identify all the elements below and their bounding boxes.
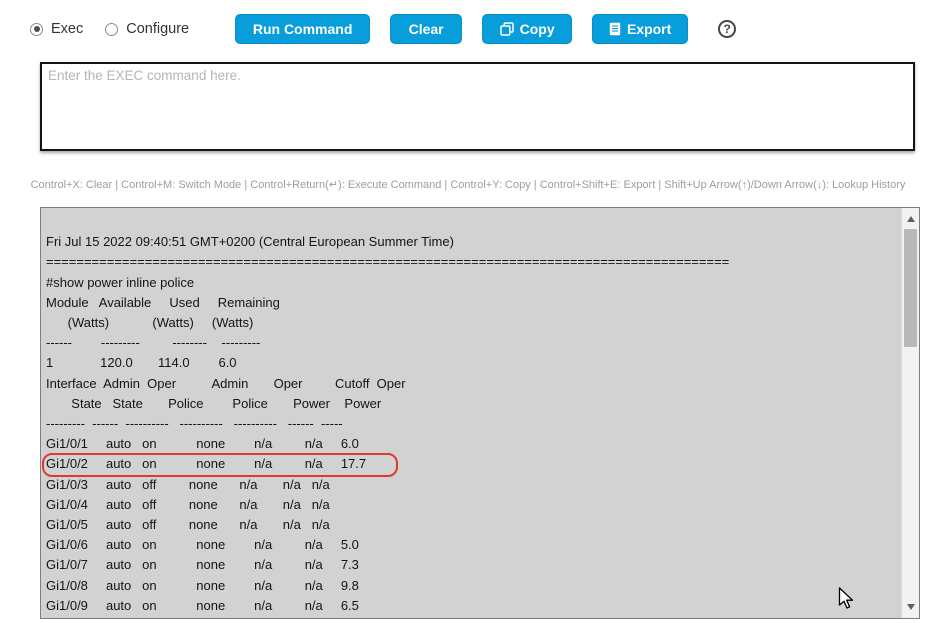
- scroll-up-arrow-icon: [906, 216, 915, 222]
- export-button[interactable]: Export: [592, 14, 689, 44]
- clear-button[interactable]: Clear: [390, 14, 463, 44]
- console-line: Fri Jul 15 2022 09:40:51 GMT+0200 (Centr…: [46, 234, 454, 250]
- console-line: ------ --------- -------- ---------: [46, 335, 261, 351]
- console-line: Gi1/0/1 auto on none n/a n/a 6.0: [46, 436, 359, 452]
- export-button-label: Export: [626, 21, 672, 37]
- radio-icon-configure: [105, 22, 119, 36]
- console-output[interactable]: Fri Jul 15 2022 09:40:51 GMT+0200 (Centr…: [40, 207, 920, 619]
- command-toolbar: Exec Configure Run Command Clear Copy: [30, 14, 737, 44]
- mode-radio-configure[interactable]: Configure: [105, 21, 189, 37]
- copy-button-label: Copy: [519, 21, 555, 37]
- copy-button[interactable]: Copy: [482, 14, 573, 44]
- console-line: Gi1/0/9 auto on none n/a n/a 6.5: [46, 597, 359, 613]
- help-icon[interactable]: ?: [718, 20, 737, 38]
- console-line: Gi1/0/4 auto off none n/a n/a n/a: [46, 496, 330, 512]
- exec-command-input[interactable]: [40, 62, 915, 151]
- console-line: --------- ------ ---------- ---------- -…: [46, 416, 343, 432]
- console-line-highlighted: Gi1/0/2 auto on none n/a n/a 17.7: [42, 453, 895, 478]
- console-output-lines: Fri Jul 15 2022 09:40:51 GMT+0200 (Centr…: [42, 212, 895, 616]
- shortcut-hints: Control+X: Clear | Control+M: Switch Mod…: [30, 179, 906, 191]
- console-line: 1 120.0 114.0 6.0: [46, 355, 237, 371]
- console-line: Interface Admin Oper Admin Oper Cutoff O…: [46, 375, 406, 391]
- console-line: Gi1/0/6 auto on none n/a n/a 5.0: [46, 537, 359, 553]
- console-line: Gi1/0/7 auto on none n/a n/a 7.3: [46, 557, 359, 573]
- export-file-icon: [609, 22, 621, 36]
- console-line: Gi1/0/5 auto off none n/a n/a n/a: [46, 517, 330, 533]
- scrollbar-down-button[interactable]: [902, 599, 919, 615]
- scrollbar-up-button[interactable]: [902, 211, 919, 227]
- run-command-button[interactable]: Run Command: [235, 14, 371, 44]
- console-line: State State Police Police Power Power: [46, 395, 382, 411]
- console-scrollbar[interactable]: [901, 208, 919, 618]
- mode-radio-exec-label: Exec: [51, 21, 84, 37]
- console-line: #show power inline police: [46, 274, 195, 290]
- console-line: Gi1/0/3 auto off none n/a n/a n/a: [46, 476, 330, 492]
- copy-icon: [499, 22, 514, 36]
- mode-radio-exec[interactable]: Exec: [30, 21, 83, 37]
- scrollbar-thumb[interactable]: [904, 229, 917, 347]
- console-line: ========================================…: [46, 254, 730, 270]
- console-line: (Watts) (Watts) (Watts): [46, 315, 254, 331]
- run-command-button-label: Run Command: [252, 21, 353, 37]
- clear-button-label: Clear: [408, 21, 444, 37]
- console-line: Gi1/0/8 auto on none n/a n/a 9.8: [46, 577, 359, 593]
- scroll-down-arrow-icon: [906, 604, 915, 610]
- console-line: [46, 212, 895, 232]
- radio-icon-exec: [30, 22, 43, 36]
- console-line: Module Available Used Remaining: [46, 294, 280, 310]
- help-icon-glyph: ?: [723, 22, 731, 36]
- mode-radio-configure-label: Configure: [126, 21, 190, 37]
